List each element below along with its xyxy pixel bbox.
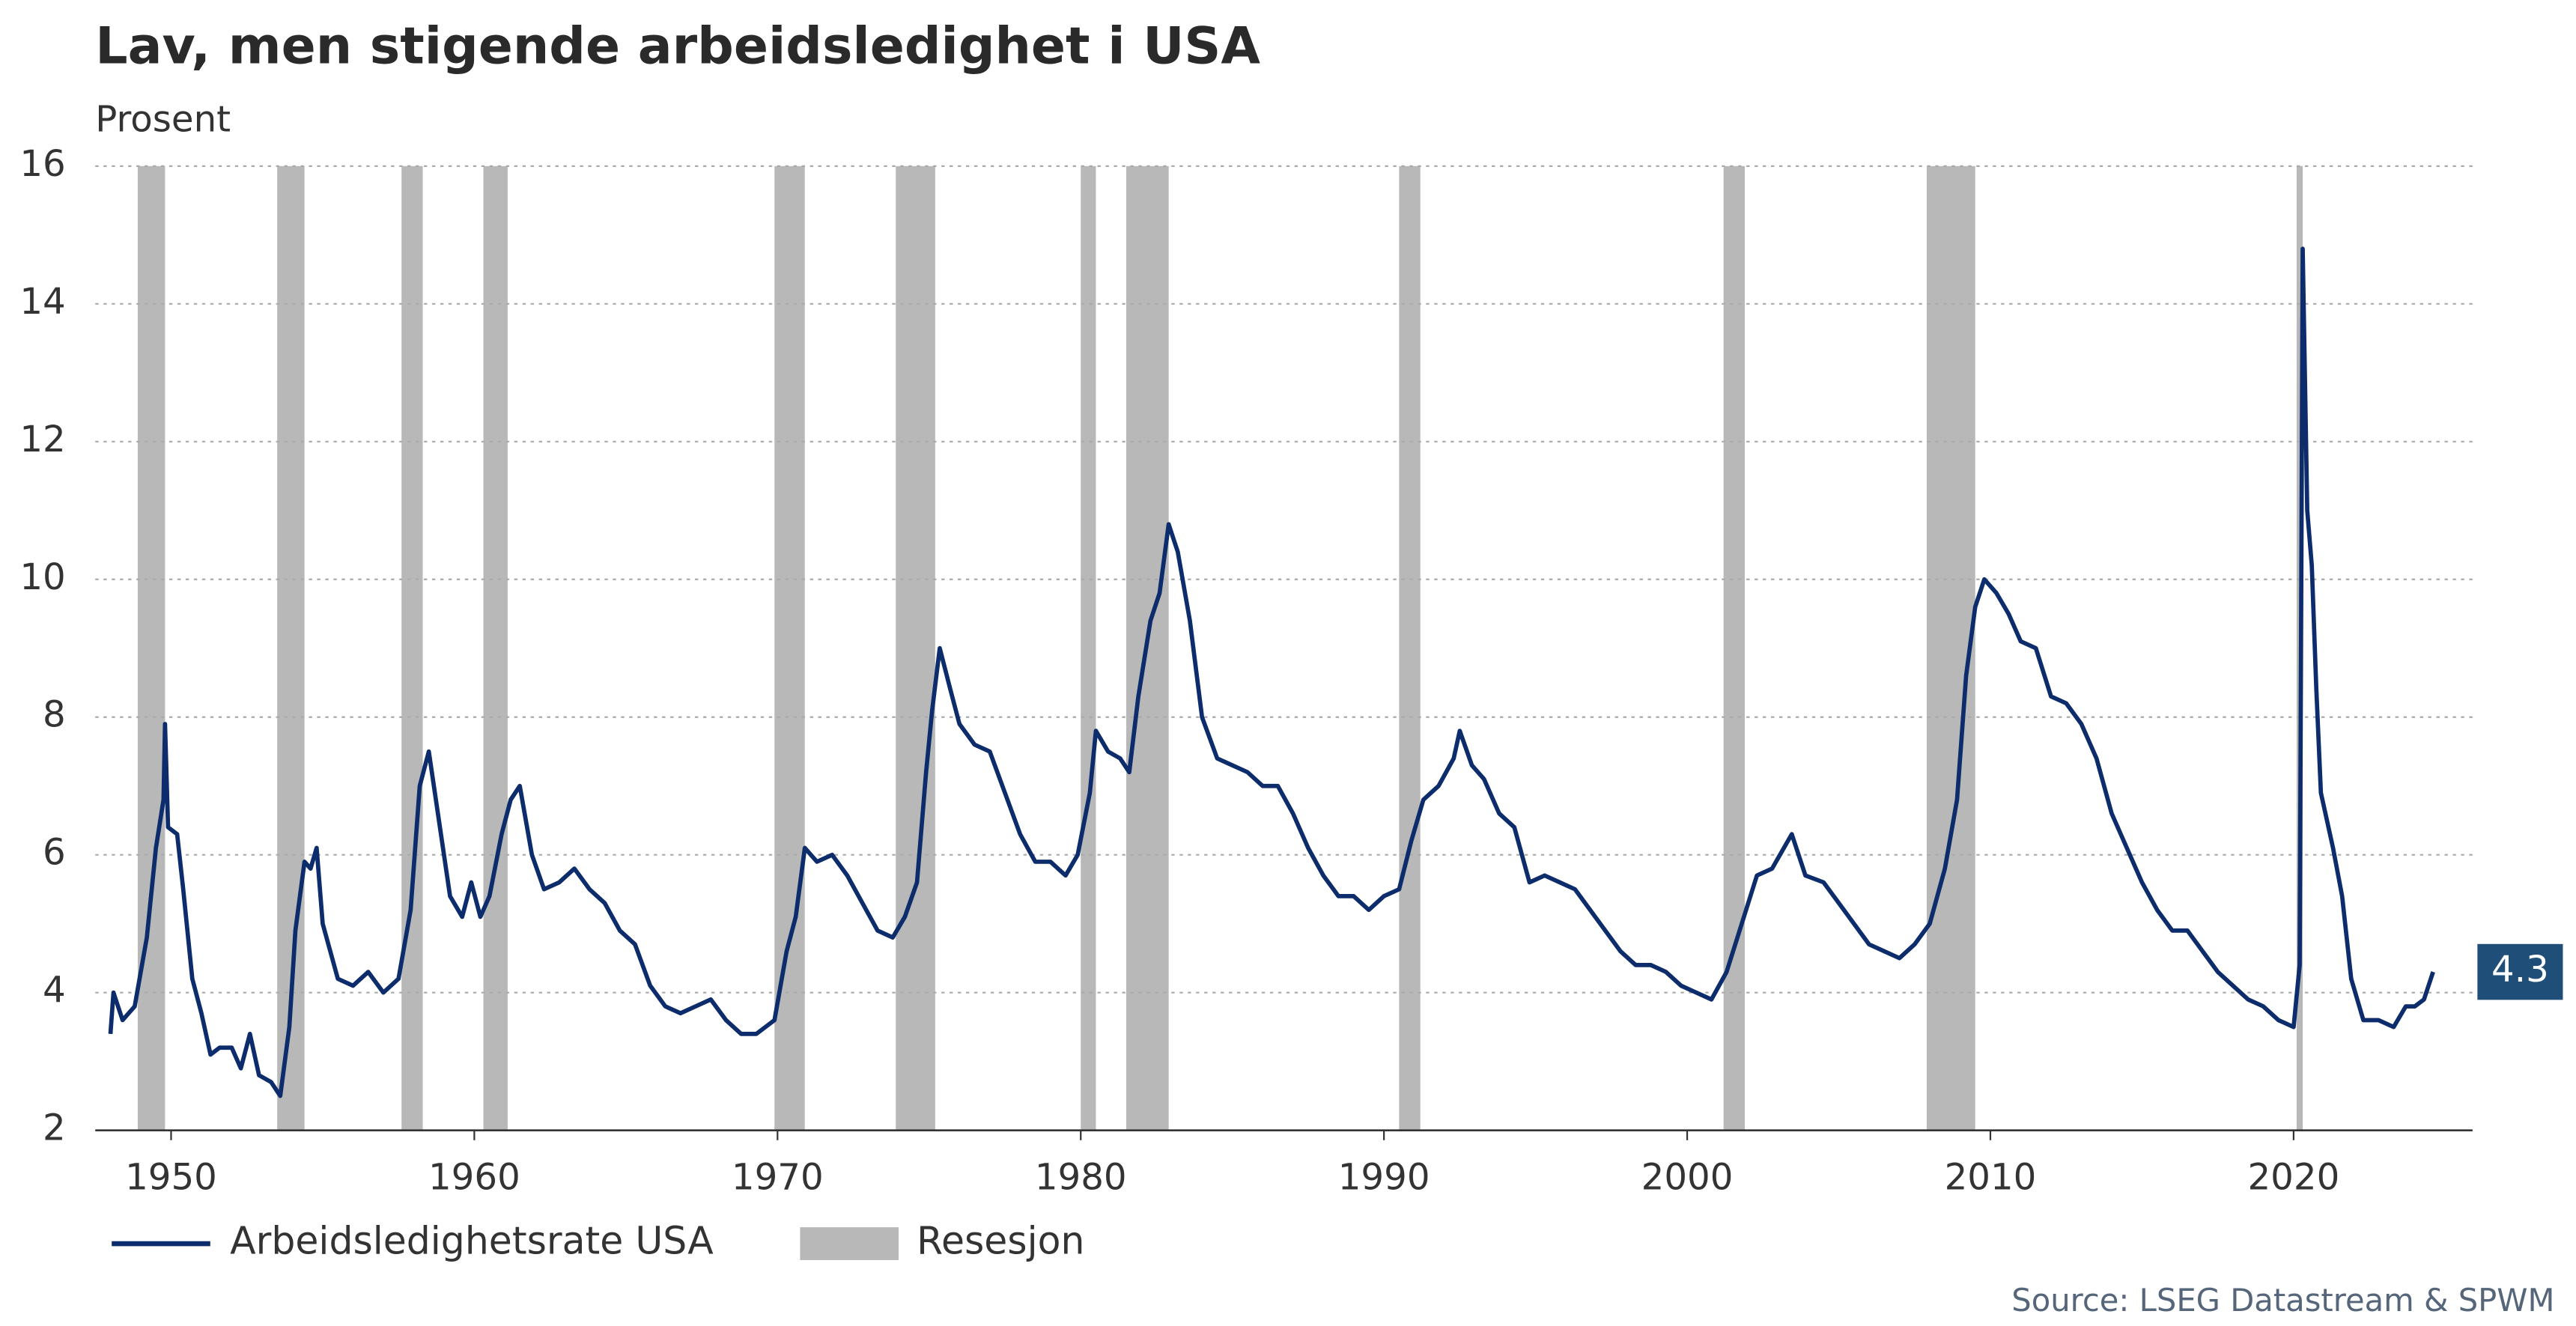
- recession: [896, 165, 935, 1131]
- recession: [1723, 165, 1745, 1131]
- y-tick-label: 10: [19, 556, 65, 598]
- x-tick-label: 1950: [125, 1156, 217, 1198]
- end-label: 4.3: [2491, 949, 2549, 991]
- recession: [1399, 165, 1421, 1131]
- y-tick-label: 16: [19, 143, 65, 185]
- x-tick-label: 1990: [1338, 1156, 1430, 1198]
- x-tick-label: 2020: [2247, 1156, 2339, 1198]
- chart-title: Lav, men stigende arbeidsledighet i USA: [95, 17, 1260, 76]
- legend-label: Resesjon: [917, 1219, 1084, 1263]
- legend-label: Arbeidsledighetsrate USA: [230, 1219, 714, 1263]
- subtitle: Prosent: [95, 99, 231, 141]
- recession: [774, 165, 805, 1131]
- y-tick-label: 14: [19, 281, 65, 323]
- y-tick-label: 6: [43, 832, 66, 874]
- recession: [401, 165, 423, 1131]
- recession: [483, 165, 508, 1131]
- source: Source: LSEG Datastream & SPWM: [2011, 1282, 2554, 1319]
- x-tick-label: 2000: [1641, 1156, 1734, 1198]
- y-tick-label: 2: [43, 1107, 66, 1149]
- y-tick-label: 4: [43, 970, 66, 1012]
- y-tick-label: 8: [43, 694, 66, 736]
- line: [108, 246, 2435, 1098]
- y-tick-label: 12: [19, 419, 65, 460]
- legend-swatch: [800, 1227, 899, 1260]
- x-tick-label: 1970: [732, 1156, 824, 1198]
- x-tick-label: 1980: [1035, 1156, 1127, 1198]
- recession: [1081, 165, 1096, 1131]
- recession: [137, 165, 165, 1131]
- x-tick-label: 2010: [1945, 1156, 2037, 1198]
- x-tick-label: 1960: [428, 1156, 520, 1198]
- end-label-box: [2477, 943, 2563, 1000]
- recession: [1926, 165, 1975, 1131]
